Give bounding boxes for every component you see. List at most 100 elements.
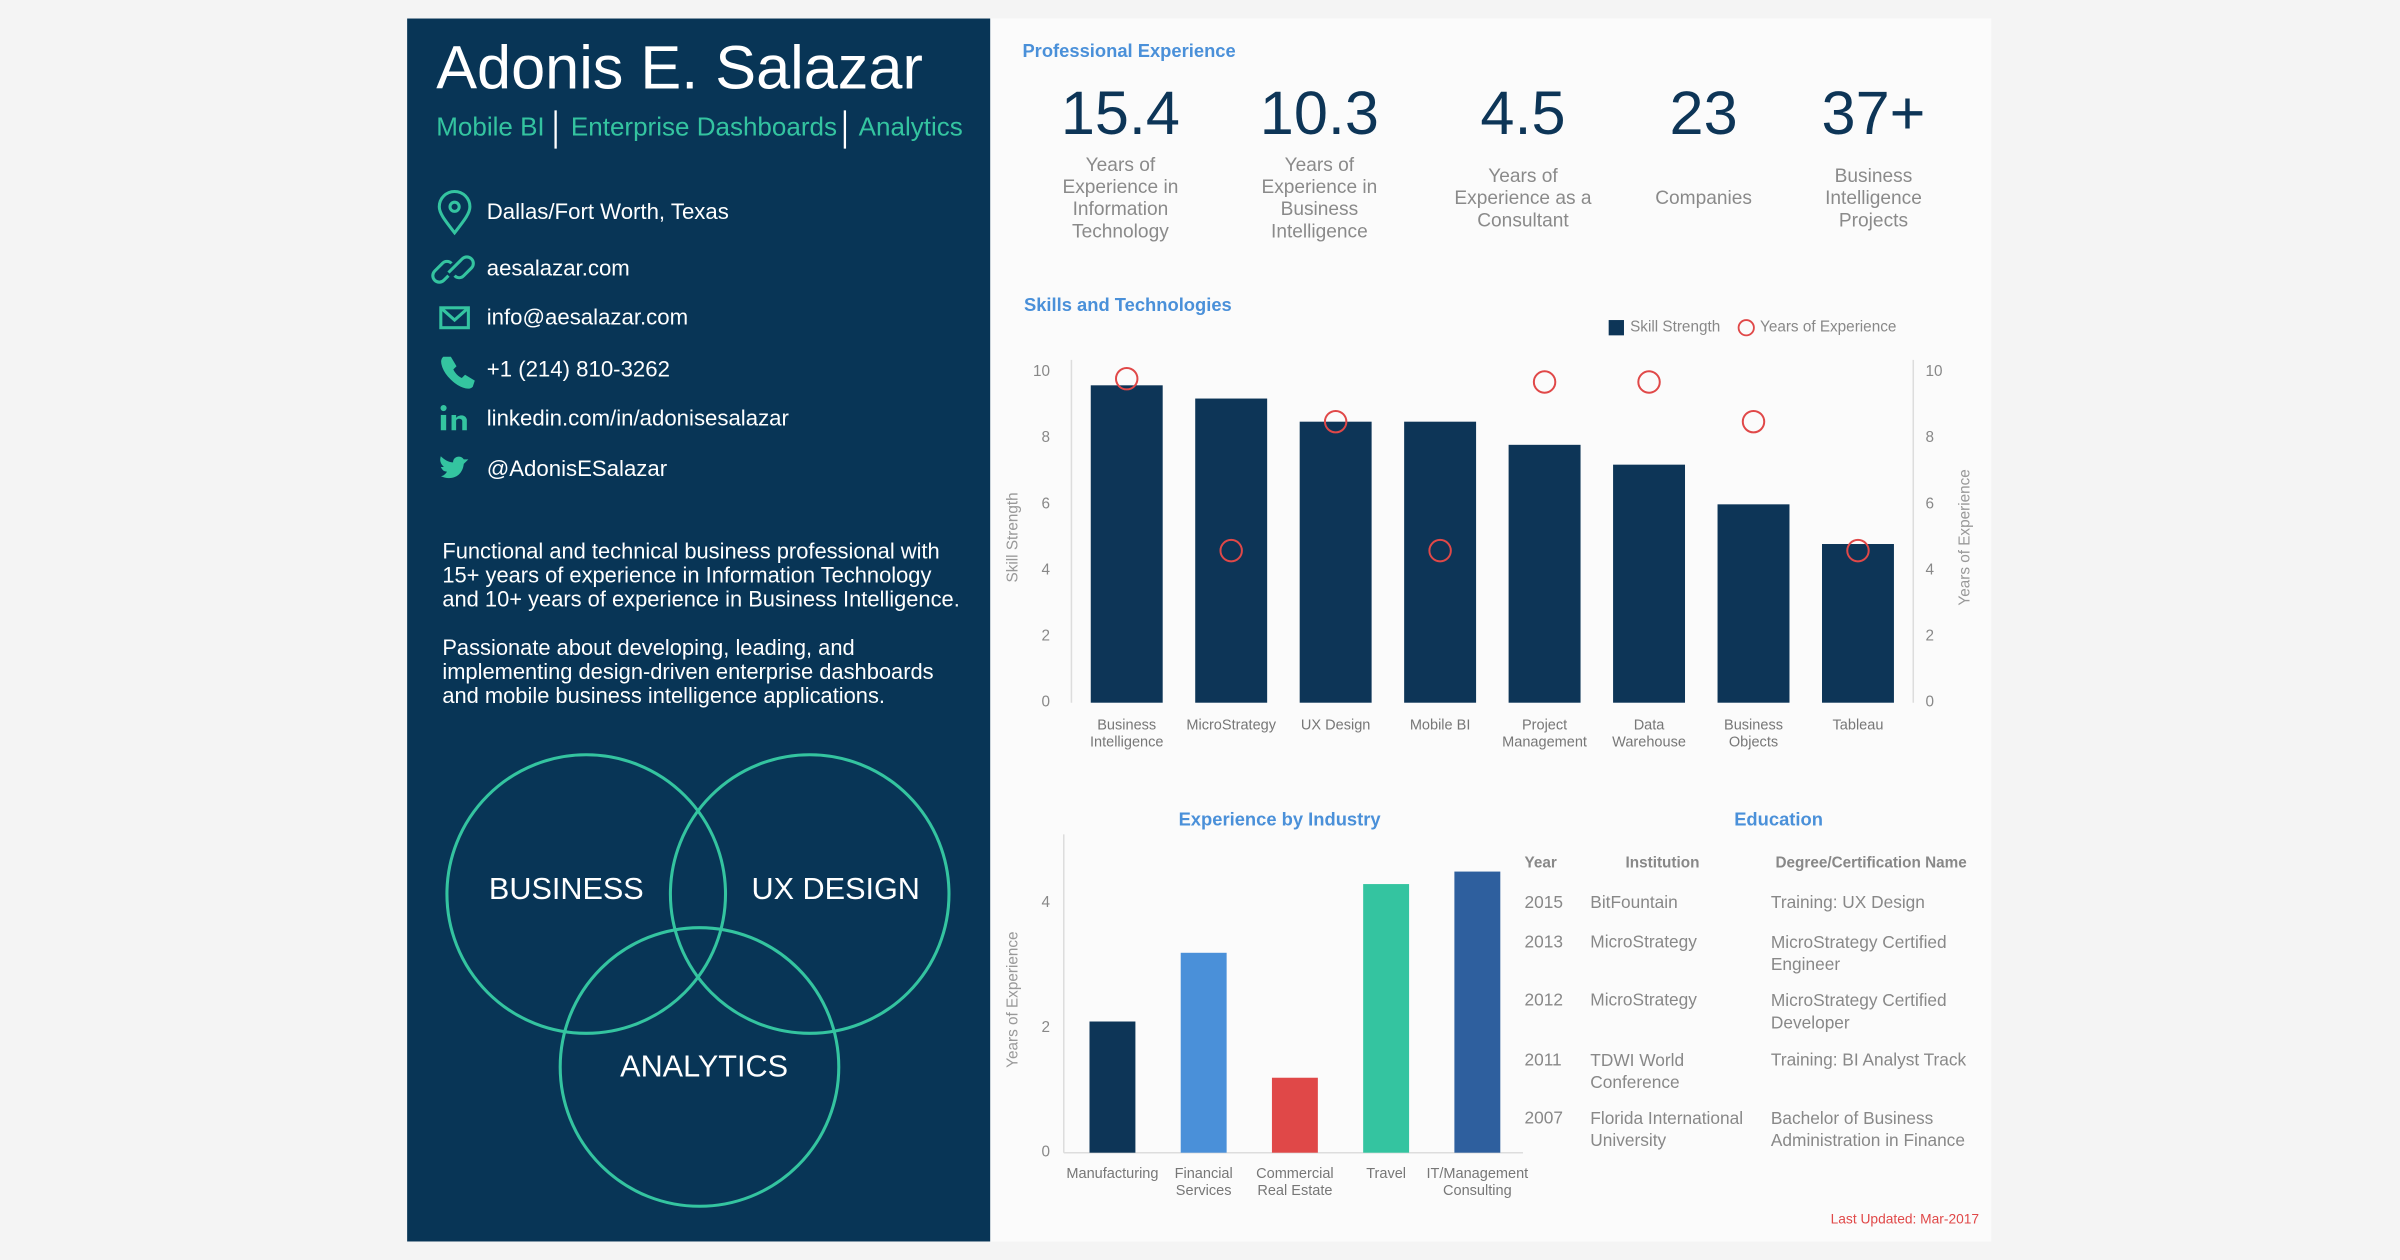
summary-line: and 10+ years of experience in Business … <box>442 587 959 612</box>
y-tick-label: 6 <box>1041 495 1050 512</box>
table-cell: BitFountain <box>1590 892 1677 912</box>
y2-tick-label: 8 <box>1926 429 1935 446</box>
stat-label: Business Intelligence Projects <box>1825 166 1922 231</box>
bar <box>1454 871 1501 1153</box>
subtitle-item: Analytics <box>859 112 963 142</box>
contact-text: +1 (214) 810-3262 <box>487 356 670 381</box>
y-tick-label: 2 <box>1041 628 1050 645</box>
name: Adonis E. Salazar <box>436 33 923 101</box>
y-tick-label: 4 <box>1041 562 1050 579</box>
contact-icons <box>431 190 475 479</box>
stat-label: Years of Experience in Business Intelligenc… <box>1261 155 1377 243</box>
section-title: Professional Experience <box>1022 40 1235 61</box>
x-tick-label: Commercial Real Estate <box>1256 1166 1334 1199</box>
x-tick-label: MicroStrategy <box>1186 718 1276 734</box>
table-cell: 2011 <box>1524 1049 1561 1069</box>
table-cell: Florida International University <box>1590 1108 1743 1150</box>
legend-marker <box>1737 319 1755 337</box>
section-title: Education <box>1734 808 1823 829</box>
linkedin-icon <box>440 414 447 431</box>
link-icon <box>431 255 475 284</box>
table-cell: 2012 <box>1524 990 1562 1010</box>
y-tick-label: 8 <box>1041 429 1050 446</box>
table-header: Year <box>1524 854 1556 871</box>
summary-line: 15+ years of experience in Information T… <box>442 563 931 588</box>
marker <box>1741 409 1766 434</box>
table-cell: MicroStrategy Certified Developer <box>1771 990 1947 1032</box>
venn-circle <box>445 753 728 1035</box>
bar <box>1508 444 1581 703</box>
table-cell: MicroStrategy Certified Engineer <box>1771 932 1947 974</box>
contact-text: info@aesalazar.com <box>487 304 688 329</box>
stat-label: Companies <box>1655 188 1752 209</box>
x-tick-label: Business Intelligence <box>1090 718 1164 751</box>
y-axis-label: Skill Strength <box>1004 492 1021 582</box>
y2-tick-label: 4 <box>1926 562 1935 579</box>
bar <box>1195 398 1268 703</box>
contact-text: linkedin.com/in/adonisesalazar <box>487 405 790 430</box>
table-cell: 2013 <box>1524 932 1562 952</box>
linkedin-icon-n <box>451 414 467 431</box>
y-tick-label: 2 <box>1041 1019 1050 1036</box>
bar <box>1090 385 1163 703</box>
table-header: Degree/Certification Name <box>1776 854 1967 871</box>
table-cell: 2015 <box>1524 892 1562 912</box>
linkedin-icon-dot <box>440 405 447 412</box>
table-cell: Bachelor of Business Administration in Fi… <box>1771 1108 1965 1150</box>
summary-line: Functional and technical business profes… <box>442 538 939 563</box>
y2-axis-label: Years of Experience <box>1956 469 1973 605</box>
venn-label: UX DESIGN <box>752 872 920 906</box>
twitter-icon <box>440 456 469 479</box>
legend-label: Skill Strength <box>1630 319 1720 336</box>
bar <box>1089 1021 1136 1153</box>
summary-line: Passionate about developing, leading, an… <box>442 635 854 660</box>
venn-label: BUSINESS <box>489 872 644 906</box>
stat-value: 15.4 <box>1061 79 1180 147</box>
y-axis-label: Years of Experience <box>1004 931 1021 1067</box>
x-tick-label: UX Design <box>1301 718 1370 734</box>
venn-circle <box>668 753 951 1035</box>
table-header: Institution <box>1626 854 1700 871</box>
marker <box>1846 538 1870 563</box>
marker <box>1428 538 1452 563</box>
bar <box>1613 464 1686 703</box>
profile-panel <box>407 18 991 1242</box>
table-cell: TDWI World Conference <box>1590 1049 1684 1091</box>
x-tick-label: Data Warehouse <box>1612 718 1686 751</box>
venn-label: ANALYTICS <box>620 1050 788 1084</box>
x-tick-label: IT/Management Consulting <box>1426 1166 1528 1199</box>
location-icon <box>437 190 472 236</box>
x-tick-label: Tableau <box>1833 718 1884 734</box>
phone-icon <box>441 356 475 389</box>
table-cell: Training: UX Design <box>1771 892 1925 912</box>
contact-text: @AdonisESalazar <box>487 456 668 481</box>
marker <box>1532 370 1557 394</box>
contact-text: Dallas/Fort Worth, Texas <box>487 199 729 224</box>
mail-icon-flap <box>439 306 470 323</box>
last-updated: Last Updated: Mar-2017 <box>1831 1212 1979 1227</box>
bar <box>1822 544 1894 703</box>
x-tick-label: Business Objects <box>1724 718 1783 751</box>
summary-line: and mobile business intelligence applica… <box>442 683 885 708</box>
mail-icon <box>439 306 470 330</box>
subtitle-item: Enterprise Dashboards <box>571 112 837 142</box>
chart-title: Experience by Industry <box>1179 808 1382 829</box>
table-cell: 2007 <box>1524 1108 1562 1128</box>
x-tick-label: Travel <box>1366 1166 1406 1182</box>
x-tick-label: Manufacturing <box>1066 1166 1158 1182</box>
venn-circle <box>558 926 841 1208</box>
bar <box>1180 952 1227 1153</box>
x-tick-label: Financial Services <box>1175 1166 1233 1199</box>
stat-value: 37+ <box>1822 79 1926 147</box>
chart-title: Skills and Technologies <box>1024 294 1232 315</box>
y2-tick-label: 10 <box>1926 363 1943 380</box>
y-tick-label: 10 <box>1033 363 1050 380</box>
venn-diagram <box>445 753 951 1208</box>
stat-label: Years of Experience as a Consultant <box>1454 166 1592 231</box>
bar <box>1363 884 1410 1153</box>
marker <box>1323 409 1348 434</box>
y-tick-label: 4 <box>1041 894 1050 911</box>
stat-value: 4.5 <box>1480 79 1565 147</box>
